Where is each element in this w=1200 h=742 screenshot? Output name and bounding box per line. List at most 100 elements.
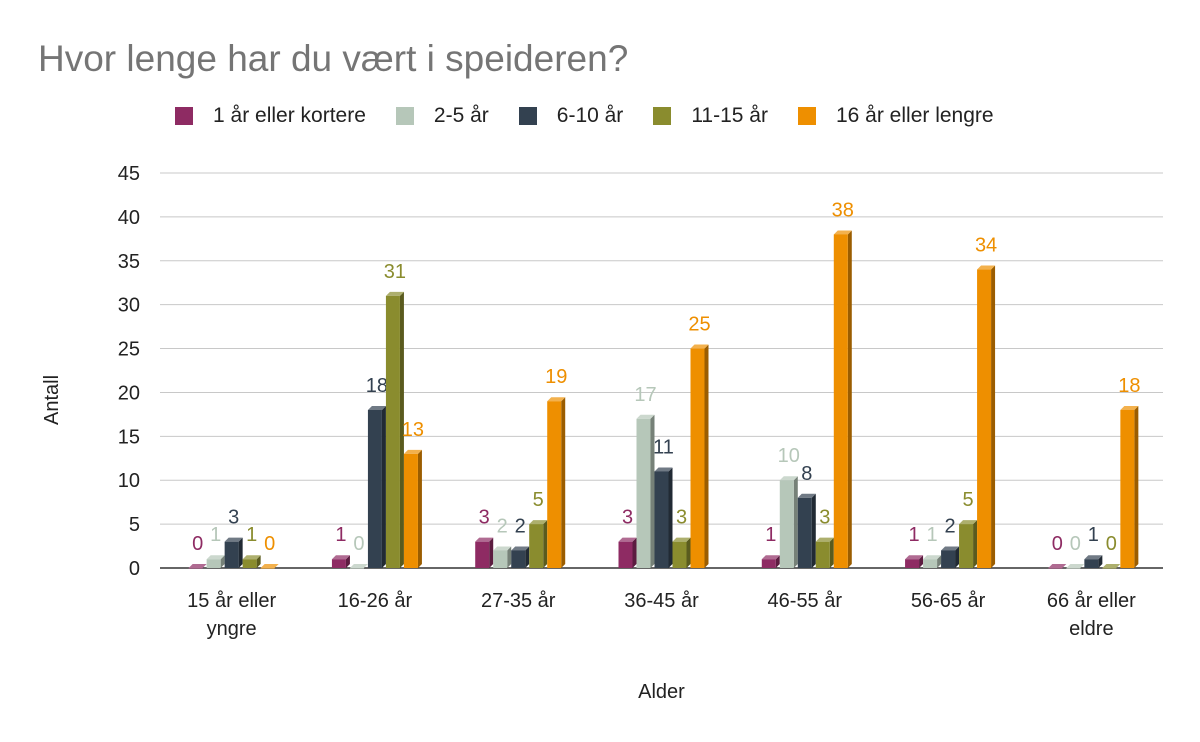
bar — [959, 520, 978, 568]
bar-top — [331, 555, 350, 560]
bar — [349, 564, 368, 569]
bar — [923, 555, 942, 568]
bar-side — [489, 537, 494, 568]
data-label: 10 — [778, 445, 800, 467]
bar-side — [937, 555, 942, 568]
bar — [547, 397, 566, 568]
legend-item: 6-10 år — [518, 104, 623, 128]
bar-side — [561, 397, 566, 568]
bar — [815, 537, 834, 568]
y-tick-label: 30 — [118, 295, 140, 317]
bar-front — [206, 559, 221, 568]
data-label: 5 — [963, 489, 974, 511]
bar-front — [923, 559, 938, 568]
x-axis-title: Alder — [638, 681, 685, 703]
y-axis-title: Antall — [41, 375, 63, 425]
bar-side — [525, 546, 530, 568]
bar-top — [654, 467, 673, 472]
data-label: 0 — [353, 533, 364, 555]
bar — [385, 291, 404, 568]
bar — [905, 555, 924, 568]
bar-front — [815, 541, 830, 568]
bar — [779, 476, 798, 568]
bar — [977, 265, 996, 568]
bar-front — [242, 559, 257, 568]
data-label: 3 — [228, 507, 239, 529]
legend-label: 2-5 år — [433, 104, 489, 127]
bar-side — [1134, 406, 1139, 568]
bar — [654, 467, 673, 568]
data-label: 18 — [366, 375, 388, 397]
data-label: 11 — [653, 436, 674, 458]
data-label: 1 — [335, 524, 346, 546]
bar-front — [529, 524, 544, 568]
bar-side — [399, 291, 404, 568]
bar-top — [224, 537, 243, 542]
bar — [529, 520, 548, 568]
bar-top — [1120, 406, 1139, 410]
bar — [761, 555, 780, 568]
data-label: 0 — [192, 533, 203, 555]
bar-front — [797, 497, 812, 568]
bar-side — [829, 537, 834, 568]
bar-front — [493, 550, 508, 568]
bar — [331, 555, 350, 568]
bar-side — [847, 230, 852, 568]
bar-top — [833, 230, 852, 235]
bar — [242, 555, 261, 568]
bar-side — [650, 414, 655, 568]
legend-label: 1 år eller kortere — [213, 104, 366, 127]
bar-side — [811, 493, 816, 568]
bar-front — [1048, 568, 1063, 569]
y-tick-label: 10 — [118, 470, 140, 492]
data-label: 1 — [246, 524, 257, 546]
bar — [188, 564, 207, 569]
y-tick-label: 5 — [129, 514, 140, 536]
bar-front — [779, 480, 794, 568]
x-tick-label: 66 år eller — [1047, 590, 1136, 612]
bar-top — [475, 537, 494, 542]
y-tick-label: 45 — [118, 163, 140, 185]
data-label: 1 — [210, 524, 221, 546]
data-label: 8 — [801, 463, 812, 485]
legend-swatch — [653, 107, 672, 125]
bar-top — [206, 555, 225, 560]
bar-front — [1120, 410, 1135, 568]
bar-side — [220, 555, 225, 568]
legend-label: 16 år eller lengre — [835, 104, 994, 127]
bar — [1066, 564, 1085, 569]
bar-top — [403, 449, 422, 454]
x-tick-label: 56-65 år — [911, 590, 986, 612]
bar — [690, 344, 709, 568]
bar-front — [618, 541, 633, 568]
bar — [672, 537, 691, 568]
bar — [941, 546, 960, 568]
bar — [1120, 406, 1139, 568]
y-tick-label: 15 — [118, 426, 140, 448]
data-label: 34 — [975, 235, 997, 257]
bar-top — [779, 476, 798, 481]
bar-side — [507, 546, 512, 568]
y-tick-label: 0 — [129, 558, 140, 580]
chart-title: Hvor lenge har du vært i speideren? — [38, 38, 629, 79]
bar-top — [690, 344, 709, 349]
legend-swatch — [797, 107, 816, 125]
bar-top — [1048, 564, 1067, 568]
bar-side — [381, 406, 386, 568]
bar — [1102, 564, 1121, 569]
bar-front — [1102, 568, 1117, 569]
bar-top — [815, 537, 834, 542]
y-tick-label: 35 — [118, 251, 140, 273]
bar — [206, 555, 225, 568]
data-label: 18 — [1118, 375, 1140, 397]
bar-side — [543, 520, 548, 568]
bar-top — [761, 555, 780, 560]
data-label: 19 — [545, 366, 567, 388]
x-tick-label: 15 år eller — [187, 590, 276, 612]
bar — [1048, 564, 1067, 569]
bar-side — [256, 555, 261, 568]
bar — [260, 564, 279, 569]
bar — [224, 537, 243, 568]
bar-front — [367, 410, 382, 568]
bar-top — [977, 265, 996, 270]
